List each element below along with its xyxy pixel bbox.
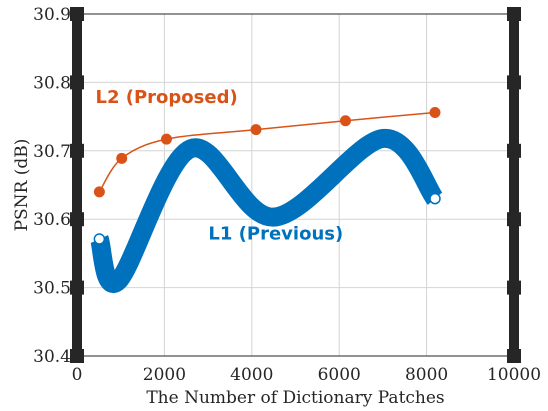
series-annotation: L1 (Previous) <box>208 224 343 245</box>
x-axis-label: The Number of Dictionary Patches <box>146 388 444 408</box>
annotations: L2 (Proposed) L1 (Previous) <box>95 87 343 245</box>
data-point-l2-proposed <box>339 115 351 127</box>
y-tick-mark-right <box>507 75 521 90</box>
y-tick-mark-right <box>507 349 521 363</box>
y-tick-label: 30.6 <box>33 210 71 230</box>
y-tick-mark-right <box>507 7 521 21</box>
y-tick-label: 30.9 <box>33 5 71 25</box>
tick-labels: 0 2000 4000 6000 8000 10000 30.4 30.5 30.6 30.7 30… <box>33 5 541 385</box>
y-tick-mark-left <box>70 7 84 21</box>
y-tick-mark-left <box>70 212 84 227</box>
data-point-l2-proposed <box>160 133 172 145</box>
x-tick-label: 6000 <box>318 365 361 385</box>
x-tick-label: 0 <box>72 365 83 385</box>
y-tick-label: 30.7 <box>33 142 71 162</box>
x-tick-label: 2000 <box>143 365 186 385</box>
y-tick-label: 30.5 <box>33 279 71 299</box>
y-axis-label: PSNR (dB) <box>12 139 32 232</box>
x-tick-label: 10000 <box>487 365 541 385</box>
y-tick-mark-right <box>507 212 521 227</box>
frame-left-bar <box>72 10 82 358</box>
plot-background <box>77 14 514 356</box>
data-point-l2-proposed <box>429 106 441 118</box>
y-tick-label: 30.4 <box>33 347 71 367</box>
plot-frame <box>70 7 521 363</box>
y-tick-mark-left <box>70 280 84 295</box>
data-point-l2-proposed <box>93 186 105 198</box>
series-annotation: L2 (Proposed) <box>95 87 237 108</box>
y-tick-mark-right <box>507 143 521 158</box>
y-tick-mark-left <box>70 349 84 363</box>
x-tick-label: 8000 <box>405 365 448 385</box>
frame-right-bar <box>509 10 519 358</box>
data-point-l2-proposed <box>116 152 128 164</box>
y-tick-mark-left <box>70 143 84 158</box>
series-line-l1-previous <box>90 128 443 294</box>
x-tick-label: 4000 <box>230 365 273 385</box>
series-layer <box>90 106 443 294</box>
y-tick-label: 30.8 <box>33 73 71 93</box>
y-tick-mark-left <box>70 75 84 90</box>
y-tick-mark-right <box>507 280 521 295</box>
data-point-l1-previous <box>93 233 106 245</box>
data-point-l1-previous <box>429 192 441 205</box>
data-point-l2-proposed <box>250 124 262 136</box>
